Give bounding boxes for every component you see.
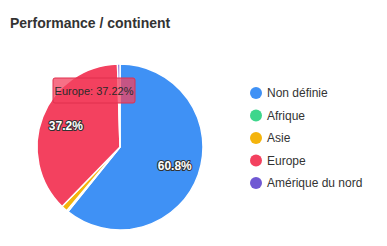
legend-label[interactable]: Asie bbox=[267, 131, 291, 145]
legend-marker[interactable] bbox=[250, 177, 262, 189]
legend-marker[interactable] bbox=[250, 155, 262, 167]
legend-label[interactable]: Europe bbox=[267, 154, 306, 168]
legend-marker[interactable] bbox=[250, 87, 262, 99]
tooltip: Europe: 37.22% bbox=[53, 78, 135, 103]
legend-label[interactable]: Amérique du nord bbox=[267, 176, 362, 190]
data-label: 60.8% bbox=[158, 159, 192, 173]
pie-slice[interactable] bbox=[118, 64, 121, 147]
chart: Performance / continent 60.8% 37.2% Europe:… bbox=[0, 0, 387, 246]
data-label: 37.2% bbox=[49, 119, 83, 133]
chart-title: Performance / continent bbox=[10, 15, 171, 31]
annotation: Europe: 37.22% bbox=[55, 85, 134, 97]
legend-label[interactable]: Afrique bbox=[267, 109, 305, 123]
legend: Non définie Afrique Asie Europe Amérique du … bbox=[250, 86, 362, 190]
legend-marker[interactable] bbox=[250, 110, 262, 122]
legend-label[interactable]: Non définie bbox=[267, 86, 328, 100]
pie bbox=[37, 64, 203, 230]
legend-marker[interactable] bbox=[250, 132, 262, 144]
data-labels: 60.8% 37.2% bbox=[49, 119, 192, 173]
tooltip-box bbox=[53, 78, 135, 103]
